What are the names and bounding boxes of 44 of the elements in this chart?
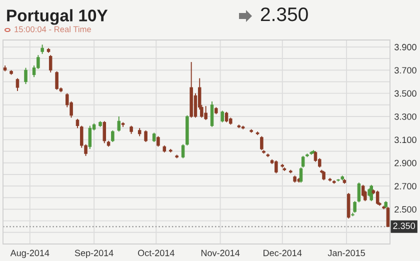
candlestick [301, 155, 305, 168]
candlestick [181, 144, 185, 159]
candlestick [357, 182, 361, 203]
candlestick [353, 200, 356, 214]
candlestick [210, 100, 214, 128]
chart-title: Portugal 10Y [7, 9, 108, 25]
y-tick-label: 3.300 [394, 113, 416, 120]
candlestick [144, 130, 148, 142]
candlestick [386, 206, 390, 228]
x-tick-label: Nov-2014 [201, 250, 240, 256]
candlestick [48, 54, 52, 73]
candlestick [346, 192, 350, 219]
y-tick-label: 2.900 [394, 160, 416, 166]
x-tick-label: Aug-2014 [10, 250, 50, 258]
candlestick [220, 110, 224, 123]
candlestick [260, 136, 264, 151]
candlestick [204, 106, 208, 120]
y-tick-label: 3.100 [394, 136, 416, 144]
candlestick [361, 184, 365, 197]
candlestick [224, 111, 228, 123]
candlestick [102, 120, 106, 144]
chart-subtitle: 15:00:04 - Real Time [14, 26, 91, 32]
candlestick [117, 116, 121, 132]
candlestick [111, 130, 114, 142]
candlestick [24, 67, 28, 85]
candlestick [152, 132, 156, 142]
x-tick-label: Sep-2014 [74, 250, 114, 258]
x-tick-label: Oct-2014 [138, 250, 174, 256]
x-tick-label: Jan-2015 [328, 250, 365, 256]
y-tick-label: 2.700 [394, 183, 416, 190]
candlestick [16, 78, 20, 92]
ref-line-label: 2.350 [393, 222, 416, 230]
candlestick [40, 44, 44, 54]
y-tick-label: 3.900 [394, 44, 416, 50]
candlestick [76, 118, 80, 129]
text: 2.350 [260, 7, 308, 22]
candlestick [156, 136, 160, 148]
candlestick [274, 160, 278, 174]
y-tick-label: 2.500 [394, 206, 416, 213]
x-tick-label: Dec-2014 [264, 250, 302, 256]
y-tick-label: 3.500 [394, 90, 416, 97]
candlestick [88, 125, 92, 150]
candlestick [55, 70, 58, 90]
y-tick-label: 3.700 [394, 67, 416, 74]
